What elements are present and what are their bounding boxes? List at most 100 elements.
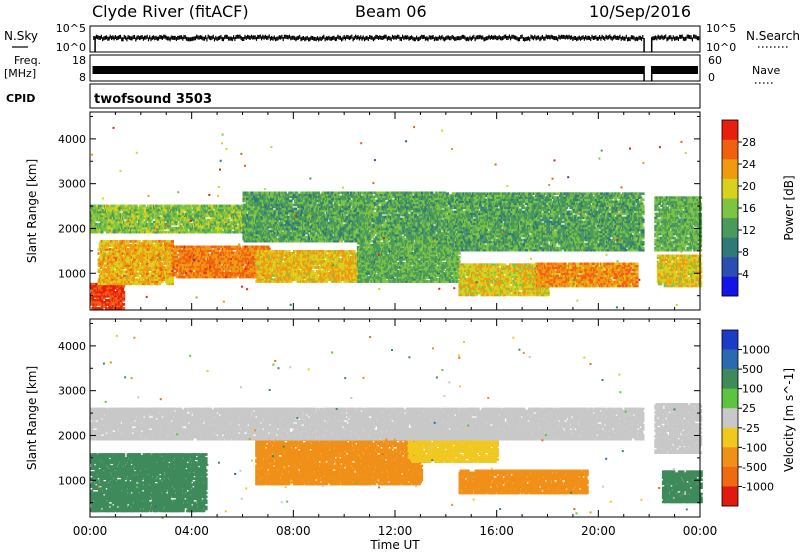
y-tick-label: 1000 (58, 474, 86, 487)
speckle-point (430, 446, 433, 449)
speckle-point (296, 417, 299, 420)
speckle-point (90, 153, 93, 156)
speckle-point (523, 244, 525, 247)
speckle-point (127, 220, 130, 223)
speckle-point (685, 508, 688, 511)
speckle-point (263, 188, 266, 191)
nave-bottom-tick: 0 (708, 71, 715, 84)
scatter-band (356, 241, 461, 283)
power-colorbar-swatch (722, 139, 738, 160)
speckle-point (585, 214, 588, 217)
speckle-point (177, 191, 180, 194)
x-tick-label: 16:00 (479, 524, 514, 538)
velocity-colorbar-swatch (722, 349, 738, 370)
cpid-text: twofsound 3503 (94, 92, 212, 107)
speckle-point (155, 228, 158, 231)
speckle-point (387, 481, 390, 483)
nsky-label: N.Sky (4, 29, 38, 43)
speckle-point (444, 217, 447, 220)
speckle-point (241, 285, 244, 288)
power-colorbar-swatch (722, 178, 738, 199)
speckle-point (102, 362, 105, 365)
speckle-point (548, 184, 551, 186)
speckle-point (135, 151, 138, 154)
speckle-point (283, 466, 286, 469)
speckle-point (290, 479, 293, 482)
speckle-point (239, 469, 242, 472)
speckle-point (502, 232, 505, 234)
speckle-point (658, 146, 661, 149)
speckle-point (684, 152, 687, 154)
speckle-point (98, 485, 100, 488)
speckle-point (280, 501, 283, 504)
cpid-strip: twofsound 3503 (89, 83, 701, 109)
speckle-point (222, 300, 225, 303)
speckle-point (614, 265, 617, 268)
station-title: Clyde River (fitACF) (92, 2, 249, 21)
speckle-point (206, 370, 209, 373)
speckle-point (589, 511, 592, 514)
speckle-point (377, 479, 380, 482)
speckle-point (244, 164, 246, 167)
speckle-point (221, 133, 224, 136)
speckle-point (619, 391, 622, 394)
scatter-band (534, 262, 639, 288)
speckle-point (282, 445, 285, 448)
speckle-point (451, 503, 454, 506)
speckle-point (616, 260, 619, 263)
velocity-ticks: 1000 2000 3000 4000 (58, 319, 701, 517)
x-tick-label: 04:00 (174, 524, 209, 538)
speckle-point (506, 185, 509, 188)
speckle-point (246, 288, 249, 291)
speckle-point (431, 459, 434, 462)
velocity-colorbar-tick-label: -100 (742, 441, 767, 454)
x-tick-label: 12:00 (378, 524, 413, 538)
speckle-point (589, 363, 592, 365)
speckle-point (176, 264, 179, 267)
scatter-band (90, 453, 208, 513)
speckle-point (110, 282, 113, 284)
y-tick-label: 1000 (58, 267, 86, 280)
power-colorbar-label: Power [dB] (782, 175, 796, 240)
scatter-band (90, 204, 246, 234)
speckle-point (136, 481, 139, 484)
speckle-point (625, 210, 628, 213)
y-tick-label: 4000 (58, 133, 86, 146)
speckle-point (618, 373, 621, 376)
speckle-point (441, 249, 444, 252)
speckle-point (369, 336, 372, 338)
power-colorbar-tick-label: 4 (742, 268, 749, 281)
nave-label: Nave (752, 64, 780, 77)
speckle-point (309, 177, 312, 180)
speckle-point (274, 360, 277, 362)
speckle-point (289, 303, 292, 306)
speckle-point (360, 142, 363, 145)
power-colorbar-tick-label: 8 (742, 246, 749, 259)
speckle-point (136, 486, 138, 489)
speckle-point (101, 197, 104, 200)
y-tick-label: 2000 (58, 429, 86, 442)
speckle-point (458, 354, 461, 357)
speckle-point (161, 516, 164, 519)
power-panel: 1000 2000 3000 4000 (58, 111, 703, 311)
x-tick-label: 08:00 (276, 524, 311, 538)
date-title: 10/Sep/2016 (589, 2, 691, 21)
power-colorbar-tick-label: 20 (742, 180, 756, 193)
speckle-point (219, 168, 221, 171)
speckle-point (355, 482, 358, 485)
power-colorbar: 4 8 12 16 20 24 28 (721, 119, 756, 297)
y-tick-label: 3000 (58, 385, 86, 398)
speckle-point (215, 212, 218, 215)
x-tick-label: 00:00 (683, 524, 718, 538)
speckle-point (372, 182, 375, 185)
velocity-colorbar-tick-label: 25 (742, 402, 756, 415)
speckle-point (218, 461, 220, 464)
speckle-point (159, 398, 162, 401)
speckle-point (458, 356, 461, 359)
speckle-point (433, 239, 436, 242)
velocity-data (90, 403, 703, 513)
speckle-point (551, 177, 554, 180)
speckle-point (234, 473, 237, 475)
velocity-colorbar-swatch (722, 447, 738, 468)
